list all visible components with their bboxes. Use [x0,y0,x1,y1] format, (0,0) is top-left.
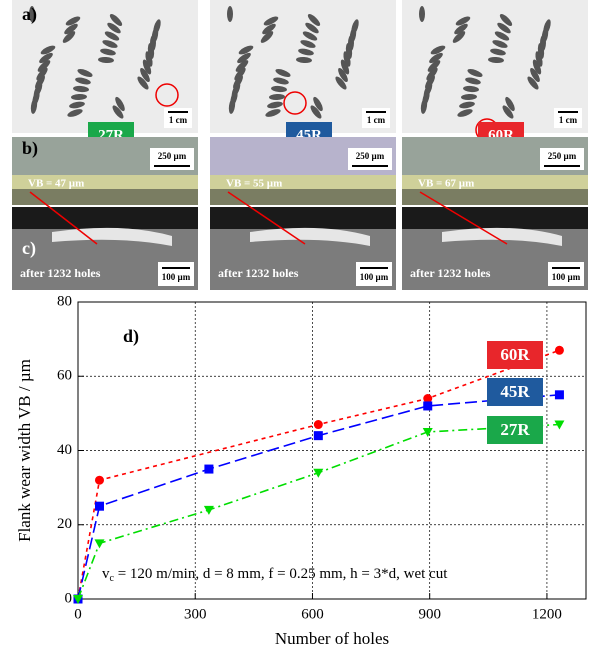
panel-label: d) [123,326,139,347]
y-tick-label: 0 [65,590,73,606]
figure: 1 cm 27R 250 µm VB = 47 µm 100 µm after 1232 … [0,0,590,653]
y-axis-label: Flank wear width VB / µm [15,359,34,542]
scale-label: 1 cm [169,115,188,125]
panel-label: b) [22,138,38,159]
y-tick-label: 20 [57,516,72,532]
panel-label: c) [22,238,36,259]
legend-label: 27R [500,420,530,439]
scale-label: 250 µm [548,151,577,161]
photo-c-top [402,207,588,229]
marker [95,502,104,511]
annotation-part: = 120 m/min, d = 8 mm, f = 0.25 mm, h = … [114,566,448,582]
y-tick-label: 40 [57,442,72,458]
scale-label: 1 cm [367,115,386,125]
chip [419,6,425,22]
panel-label: a) [22,4,37,25]
scale-label: 100 µm [360,272,389,282]
hole-label: after 1232 holes [410,266,491,280]
marker [314,420,323,429]
marker [314,431,323,440]
marker [555,390,564,399]
x-tick-label: 0 [74,606,82,622]
scale-label: 1 cm [559,115,578,125]
vb-label: VB = 47 µm [28,178,84,190]
annotation: vc = 120 m/min, d = 8 mm, f = 0.25 mm, h… [102,566,448,584]
hole-label: after 1232 holes [218,266,299,280]
vb-label: VB = 55 µm [226,178,282,190]
scale-label: 100 µm [162,272,191,282]
scale-label: 100 µm [552,272,581,282]
y-tick-label: 60 [57,368,72,384]
x-tick-label: 900 [418,606,441,622]
marker [555,346,564,355]
scale-label: 250 µm [356,151,385,161]
marker [423,401,432,410]
legend-label: 60R [500,345,530,364]
marker [204,506,214,515]
photo-c-top [210,207,396,229]
x-axis-label: Number of holes [275,629,389,648]
legend-label: 45R [500,382,530,401]
photo-c-top [12,207,198,229]
marker [95,476,104,485]
x-tick-label: 300 [184,606,207,622]
x-tick-label: 1200 [532,606,562,622]
hole-label: after 1232 holes [20,266,101,280]
scale-label: 250 µm [158,151,187,161]
marker [94,539,104,548]
y-tick-label: 80 [57,293,72,309]
marker [204,465,213,474]
chip [227,6,233,22]
vb-label: VB = 67 µm [418,178,474,190]
x-tick-label: 600 [301,606,324,622]
